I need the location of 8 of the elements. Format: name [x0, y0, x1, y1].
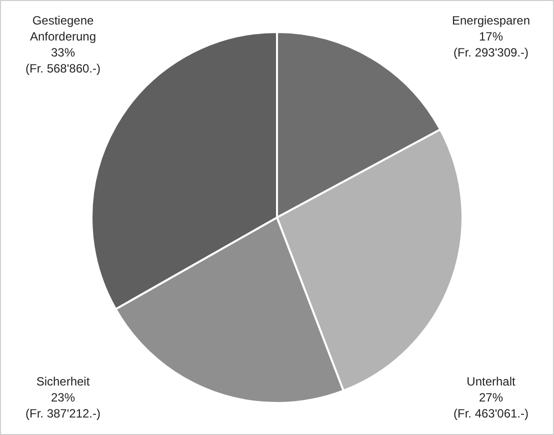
data-label: 27% (Fr. 463'061.-): [454, 390, 528, 420]
slice-label: Unterhalt: [466, 374, 516, 388]
slice-label: Sicherheit: [36, 374, 90, 388]
data-label: 23% (Fr. 387'212.-): [26, 390, 100, 420]
slice-label: Energiesparen: [452, 13, 530, 28]
slice-label: Gestiegene Anforderung: [30, 13, 96, 44]
data-label: 33% (Fr. 568'860.-): [26, 45, 100, 76]
data-label: 17% (Fr. 293'309.-): [454, 29, 528, 60]
